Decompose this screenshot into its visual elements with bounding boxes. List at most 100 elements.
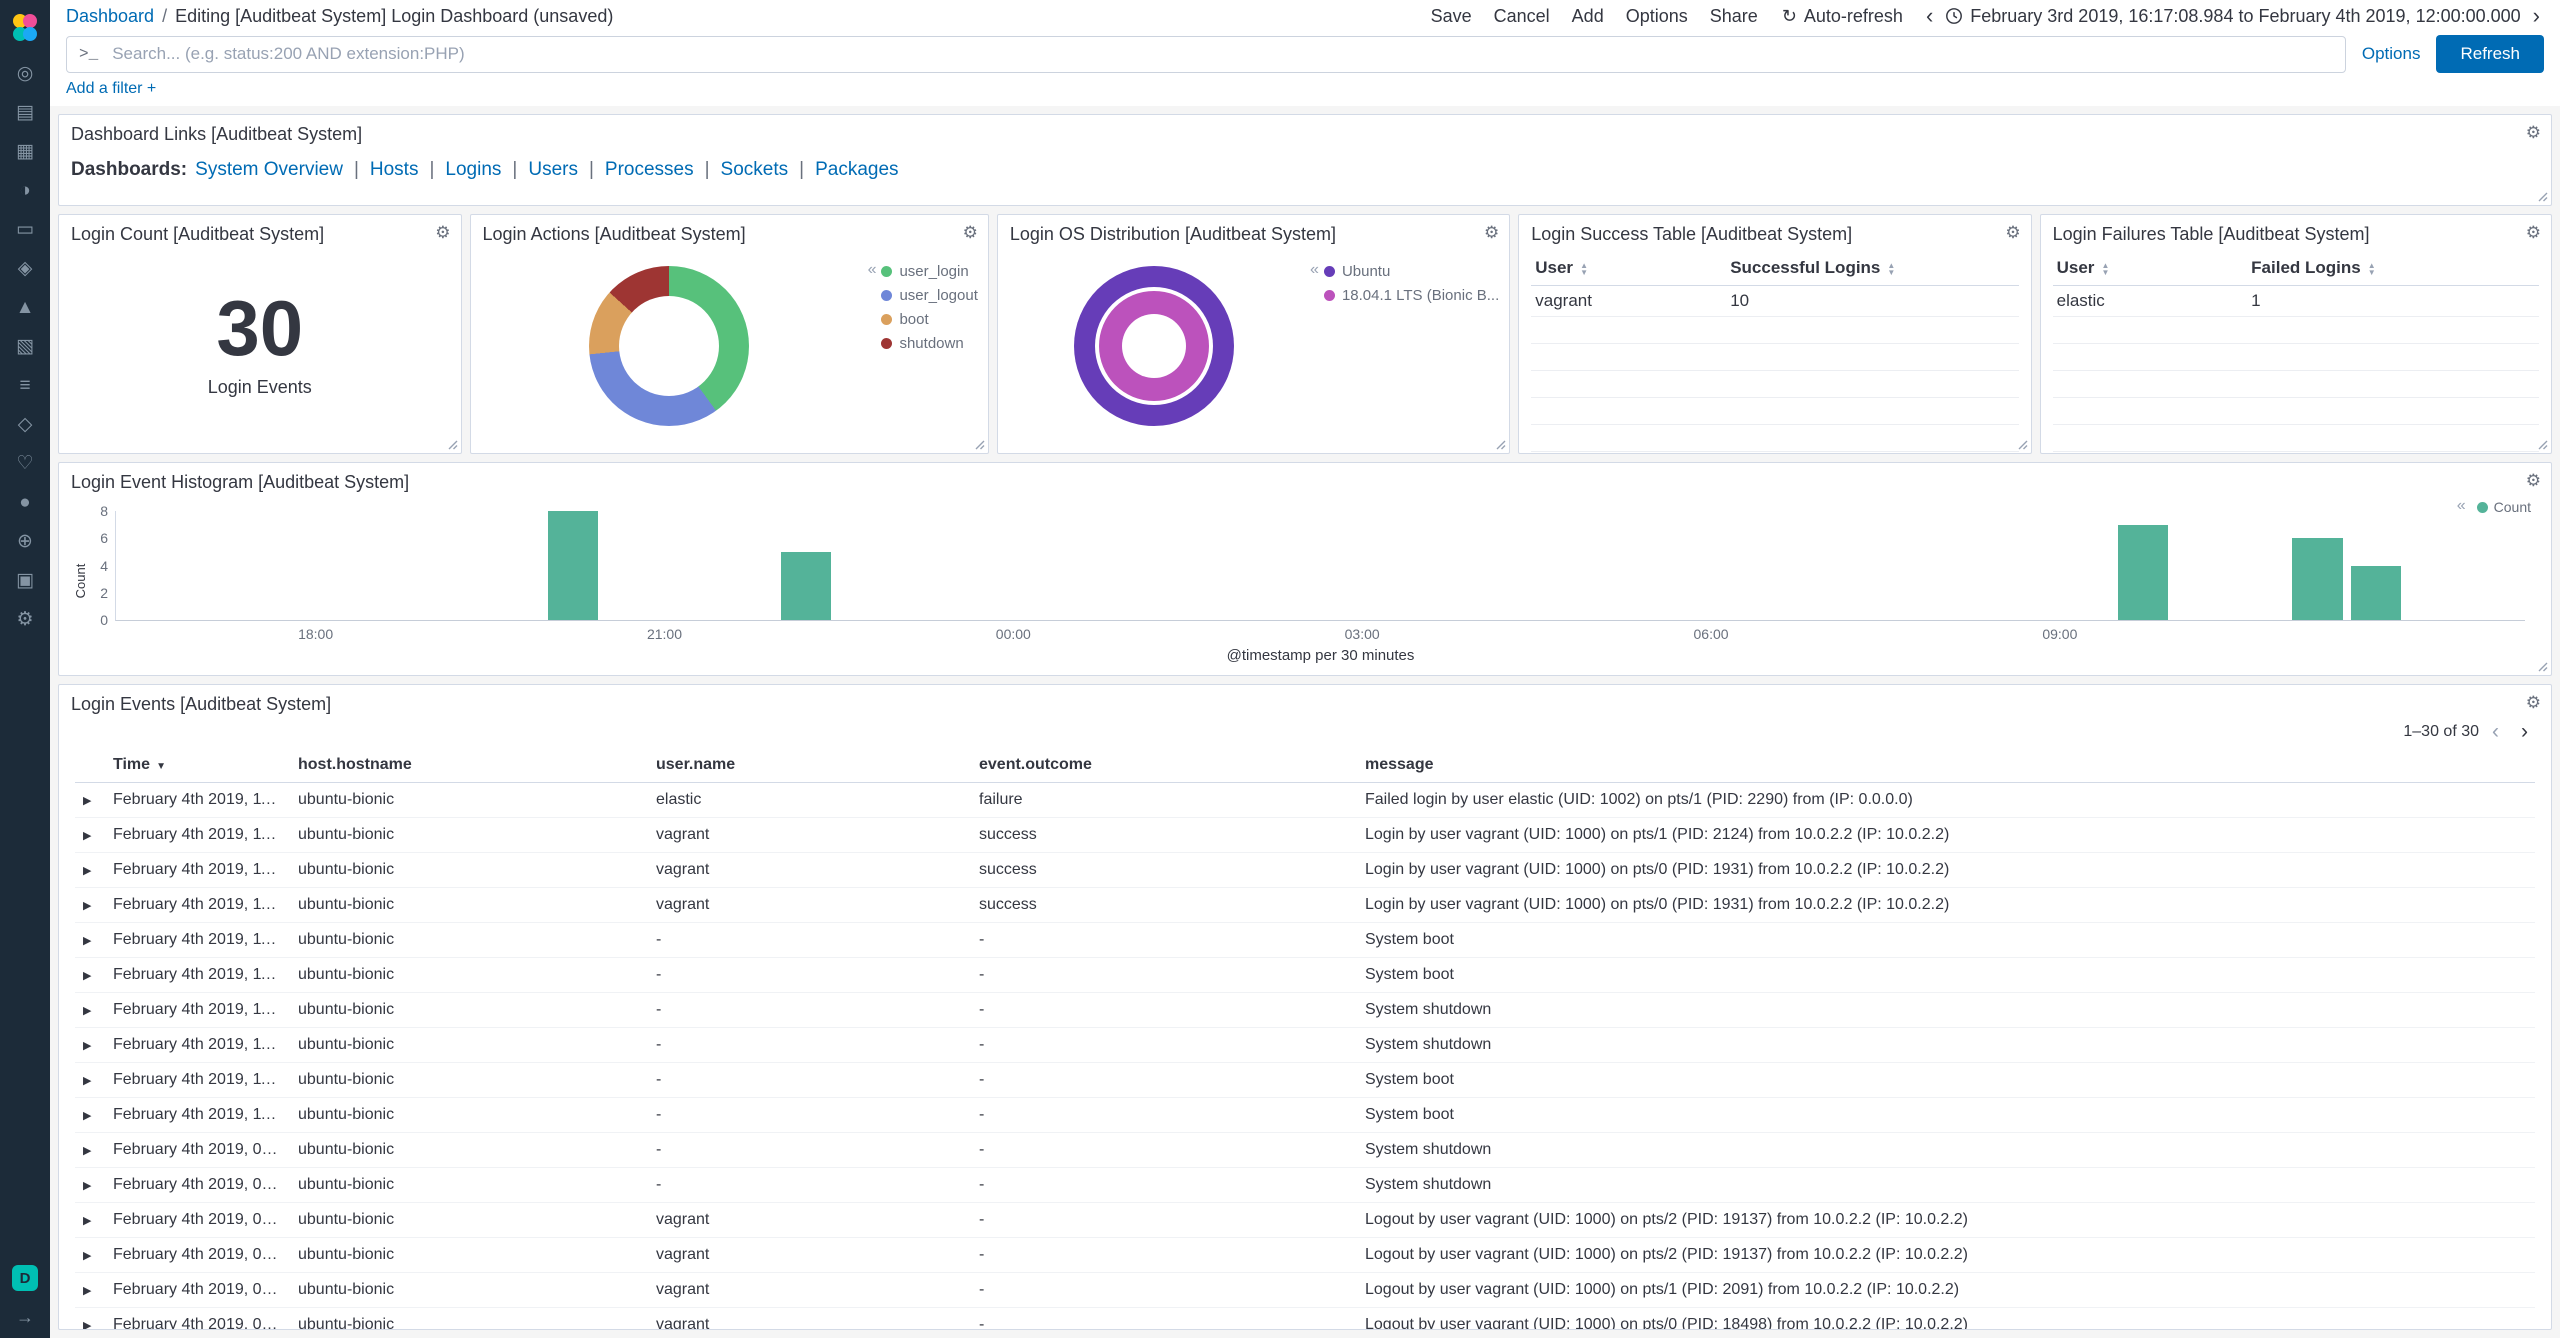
column-header-event-outcome[interactable]: event.outcome [971, 748, 1357, 783]
dashboard-link-system-overview[interactable]: System Overview [195, 159, 343, 180]
expand-row-icon[interactable]: ▶ [83, 1180, 92, 1192]
legend-item[interactable]: boot [881, 311, 977, 328]
panel-resize-handle[interactable] [2014, 436, 2029, 451]
expand-row-icon[interactable]: ▶ [83, 1005, 92, 1017]
column-header-user-name[interactable]: user.name [648, 748, 971, 783]
table-empty-row [1531, 397, 2019, 425]
legend-item[interactable]: shutdown [881, 335, 977, 352]
uptime-icon[interactable]: ♡ [16, 453, 34, 474]
dev-tools-icon[interactable]: ⊕ [17, 531, 33, 552]
expand-row-icon[interactable]: ▶ [83, 970, 92, 982]
column-header-host-hostname[interactable]: host.hostname [290, 748, 648, 783]
panel-resize-handle[interactable] [1492, 436, 1507, 451]
dashboard-icon[interactable]: ▦ [16, 141, 34, 162]
legend-item[interactable]: user_logout [881, 287, 978, 304]
legend-item[interactable]: 18.04.1 LTS (Bionic B... [1323, 287, 1499, 304]
column-header-message[interactable]: message [1357, 748, 2535, 783]
histogram-bar[interactable] [2292, 538, 2343, 620]
dashboard-link-packages[interactable]: Packages [815, 159, 899, 180]
histogram-bar[interactable] [2350, 565, 2401, 620]
dashboard-link-sockets[interactable]: Sockets [720, 159, 789, 180]
panel-gear-icon[interactable]: ⚙ [2525, 693, 2541, 712]
panel-gear-icon[interactable]: ⚙ [2525, 471, 2541, 490]
expand-row-icon[interactable]: ▶ [83, 1250, 92, 1262]
histogram-bar[interactable] [780, 551, 831, 620]
time-step-back-icon[interactable]: ‹ [1916, 5, 1943, 27]
dashboard-link-processes[interactable]: Processes [604, 159, 694, 180]
table-cell: - [648, 957, 971, 993]
management-icon[interactable]: ⚙ [16, 609, 34, 630]
panel-resize-handle[interactable] [2534, 658, 2549, 673]
space-badge[interactable]: D [12, 1265, 38, 1291]
options-button[interactable]: Options [1615, 3, 1699, 30]
expand-row-icon[interactable]: ▶ [83, 1040, 92, 1052]
expand-row-icon[interactable]: ▶ [83, 1285, 92, 1297]
expand-row-icon[interactable]: ▶ [83, 1110, 92, 1122]
collapse-nav-icon[interactable]: → [16, 1307, 34, 1327]
logs-icon[interactable]: ≡ [19, 374, 31, 396]
monitoring-icon[interactable]: ▣ [16, 570, 34, 591]
kibana-logo[interactable] [9, 12, 41, 44]
histogram-bar[interactable] [2118, 524, 2169, 620]
column-header[interactable]: User ▲ ▼ [2052, 251, 2248, 286]
panel-gear-icon[interactable]: ⚙ [435, 223, 451, 242]
pagination-prev-icon[interactable]: ‹ [2483, 721, 2508, 742]
canvas-icon[interactable]: ▭ [16, 219, 34, 240]
panel-gear-icon[interactable]: ⚙ [2525, 223, 2541, 242]
panel-resize-handle[interactable] [2534, 436, 2549, 451]
panel-gear-icon[interactable]: ⚙ [2525, 123, 2541, 142]
expand-row-icon[interactable]: ▶ [83, 935, 92, 947]
panel-resize-handle[interactable] [2534, 188, 2549, 203]
column-header-Time[interactable]: Time ▼ [105, 748, 290, 783]
pagination-next-icon[interactable]: › [2512, 721, 2537, 742]
time-step-forward-icon[interactable]: › [2523, 5, 2550, 27]
save-button[interactable]: Save [1420, 3, 1483, 30]
panel-gear-icon[interactable]: ⚙ [2005, 223, 2021, 242]
add-filter-link[interactable]: Add a filter + [66, 80, 157, 97]
refresh-button[interactable]: Refresh [2436, 35, 2544, 73]
legend-item[interactable]: Ubuntu [1323, 263, 1499, 280]
apm-icon[interactable]: ◇ [17, 414, 33, 435]
panel-resize-handle[interactable] [971, 436, 986, 451]
expand-row-icon[interactable]: ▶ [83, 1075, 92, 1087]
infrastructure-icon[interactable]: ▧ [16, 336, 34, 357]
expand-row-icon[interactable]: ▶ [83, 1215, 92, 1227]
share-button[interactable]: Share [1699, 3, 1769, 30]
legend-collapse-icon[interactable]: « [2456, 497, 2466, 514]
legend-item[interactable]: user_login [881, 263, 977, 280]
histogram-bar[interactable] [548, 511, 599, 620]
search-input[interactable] [110, 43, 2333, 65]
add-button[interactable]: Add [1561, 3, 1615, 30]
histogram-legend[interactable]: « Count [2456, 497, 2531, 515]
panel-gear-icon[interactable]: ⚙ [1484, 223, 1500, 242]
timelion-icon[interactable]: ◑ [19, 179, 31, 201]
graph-icon[interactable]: ● [19, 491, 31, 513]
maps-icon[interactable]: ◈ [17, 258, 33, 279]
expand-row-icon[interactable]: ▶ [83, 1145, 92, 1157]
expand-row-icon[interactable]: ▶ [83, 830, 92, 842]
column-header[interactable]: Failed Logins ▲ ▼ [2247, 251, 2539, 286]
query-options-link[interactable]: Options [2361, 44, 2421, 63]
legend-collapse-icon[interactable]: « [867, 261, 877, 278]
panel-resize-handle[interactable] [444, 436, 459, 451]
dashboard-link-users[interactable]: Users [528, 159, 578, 180]
column-header[interactable]: User ▲ ▼ [1531, 251, 1727, 286]
cancel-button[interactable]: Cancel [1483, 3, 1561, 30]
breadcrumb-dashboard-link[interactable]: Dashboard [66, 5, 155, 26]
visualize-icon[interactable]: ▤ [16, 102, 34, 123]
legend-collapse-icon[interactable]: « [1310, 261, 1319, 278]
machine-learning-icon[interactable]: ▲ [15, 296, 35, 318]
expand-row-icon[interactable]: ▶ [83, 1320, 92, 1330]
dashboard-link-logins[interactable]: Logins [445, 159, 502, 180]
os-distribution-donut-chart[interactable] [1073, 266, 1234, 426]
auto-refresh-button[interactable]: ↻ Auto-refresh [1771, 3, 1914, 30]
discover-icon[interactable]: ◎ [16, 63, 34, 84]
expand-row-icon[interactable]: ▶ [83, 865, 92, 877]
column-header[interactable]: Successful Logins ▲ ▼ [1726, 251, 2019, 286]
login-actions-donut-chart[interactable] [589, 266, 750, 426]
time-range-picker[interactable]: February 3rd 2019, 16:17:08.984 to Febru… [1945, 6, 2521, 27]
dashboard-link-hosts[interactable]: Hosts [369, 159, 419, 180]
panel-gear-icon[interactable]: ⚙ [962, 223, 978, 242]
expand-row-icon[interactable]: ▶ [83, 795, 92, 807]
expand-row-icon[interactable]: ▶ [83, 900, 92, 912]
